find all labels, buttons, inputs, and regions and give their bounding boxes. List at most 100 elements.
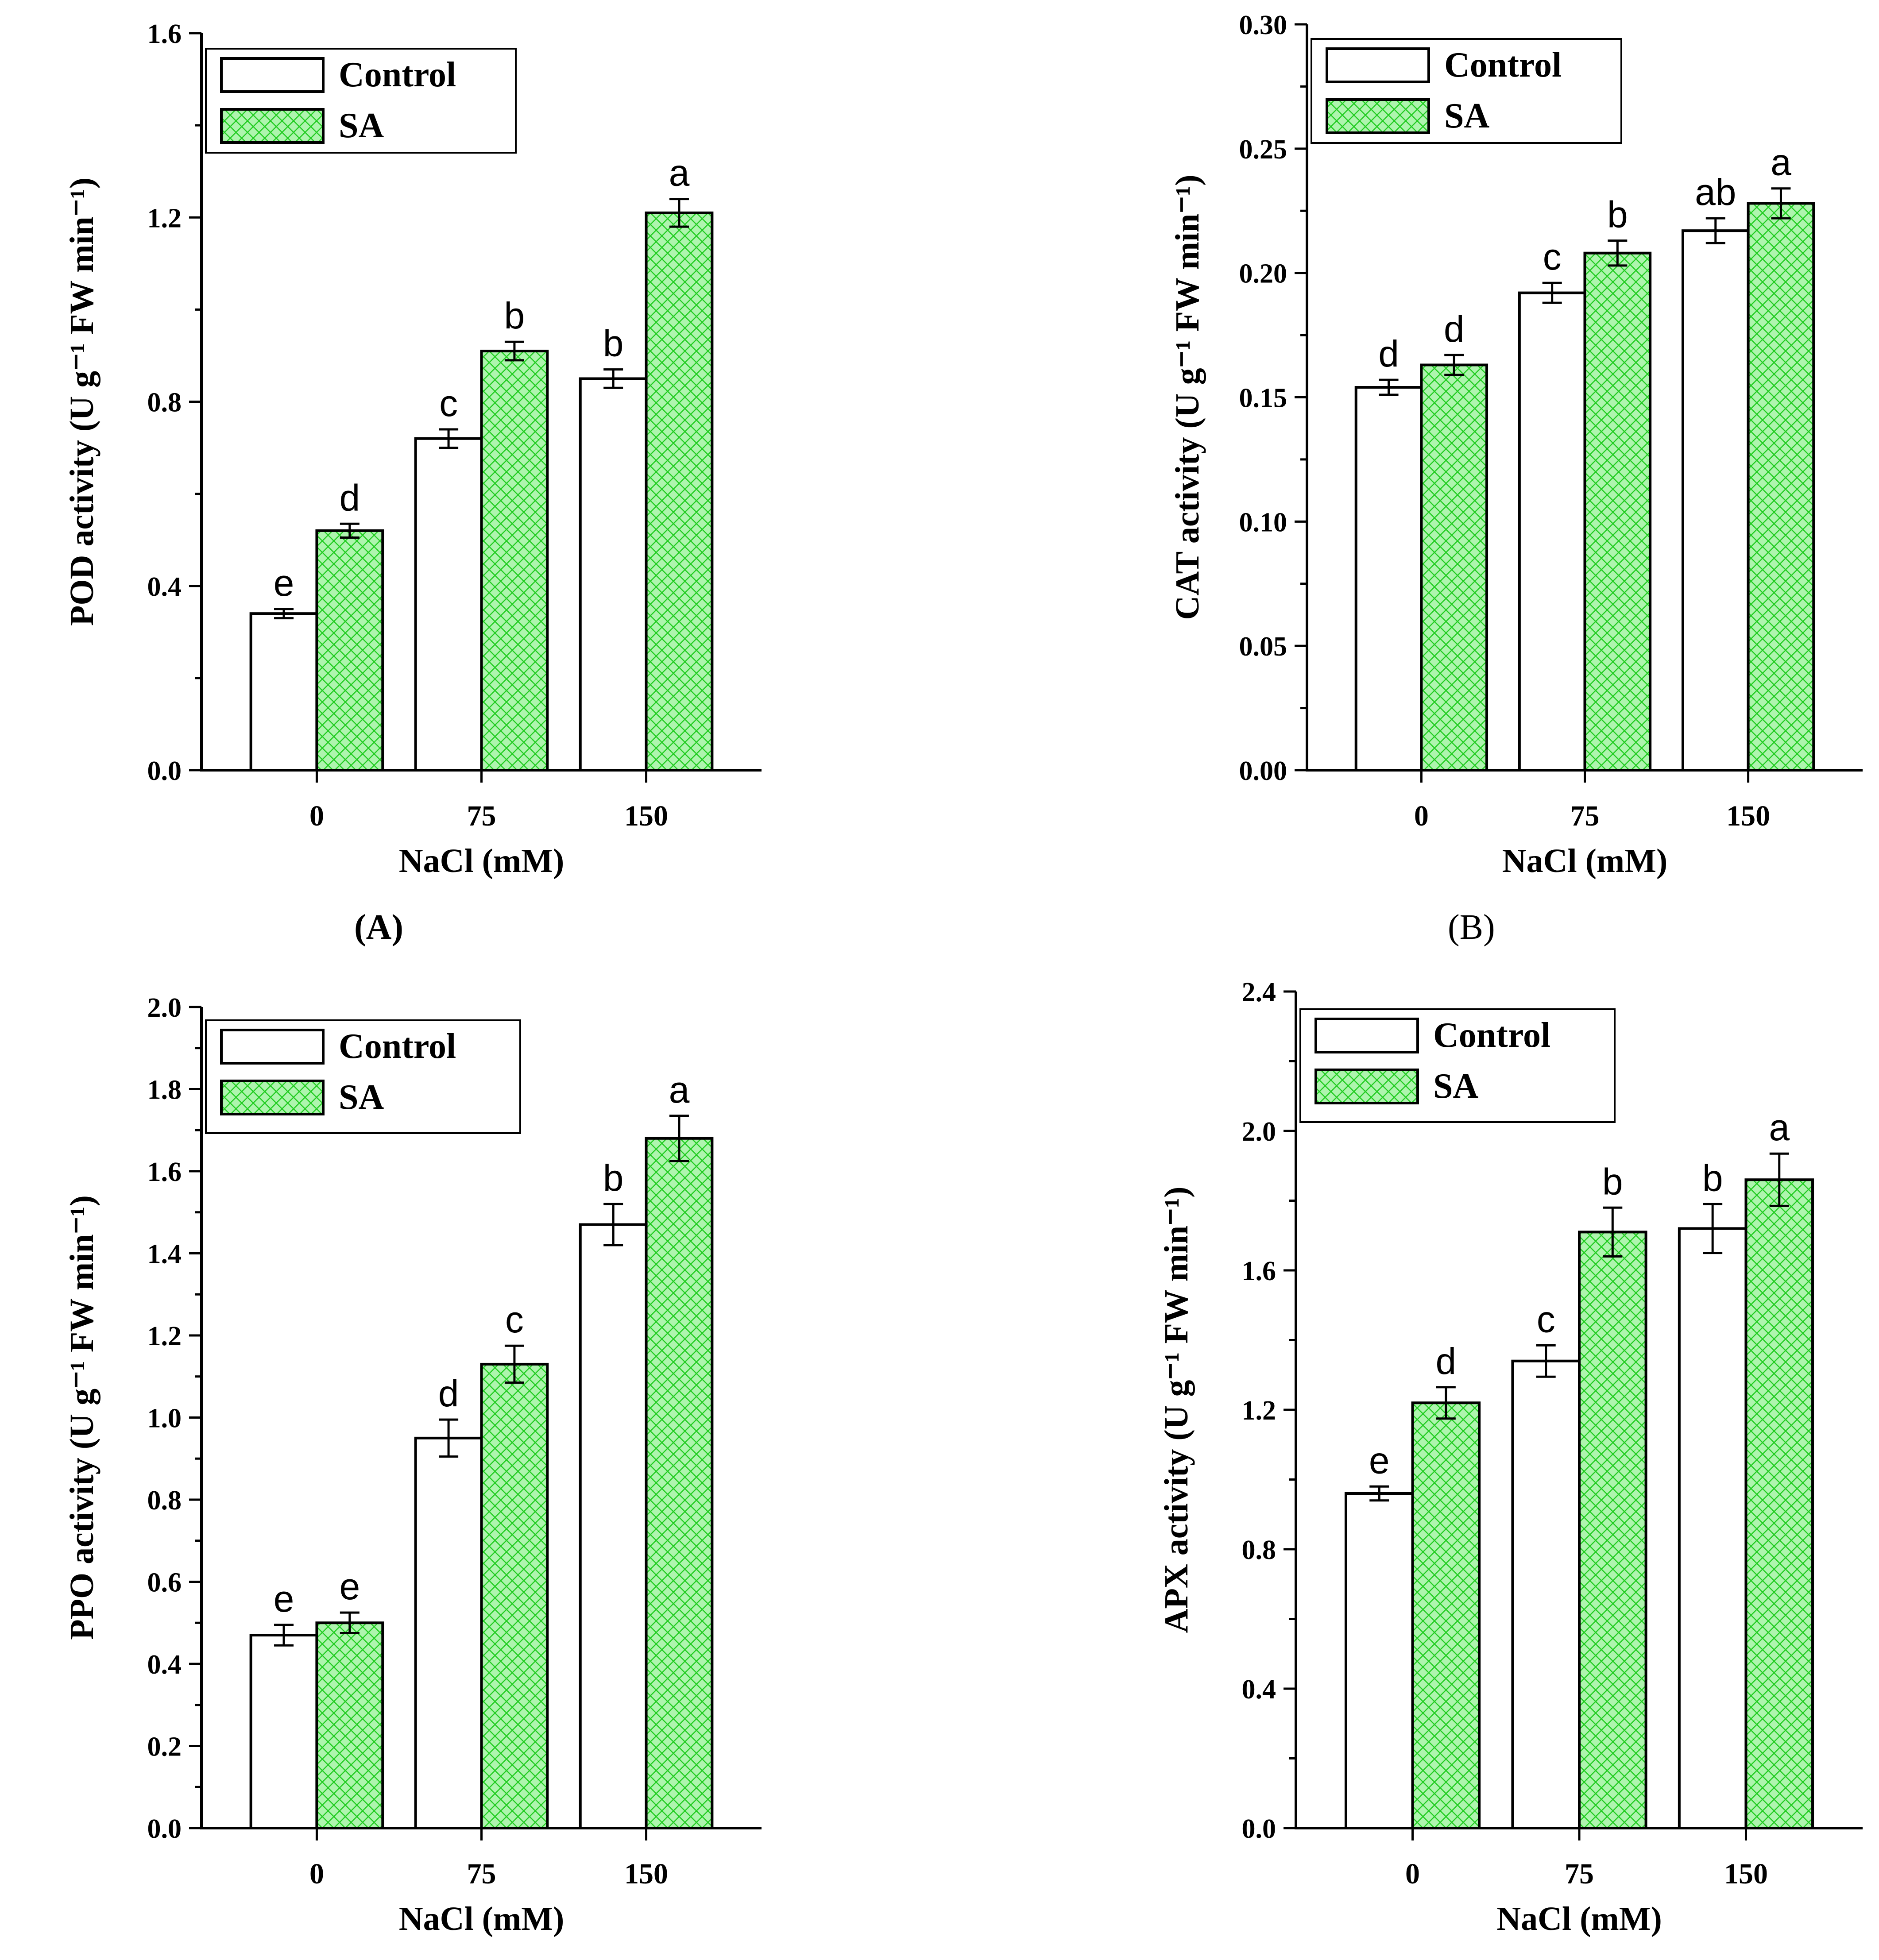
- bar-control: [1354, 386, 1423, 772]
- y-axis-title: CAT activity (U g⁻¹ FW min⁻¹): [1169, 174, 1206, 620]
- legend-label-sa: SA: [339, 106, 384, 145]
- significance-letter: b: [603, 323, 624, 364]
- chart-svg-d: 0.0 0.4 0.8 1.2 1.6 2.0 2.4 0 e d 75 c b 150 b a NaCl (m…: [1158, 977, 1863, 1937]
- bar-sa: [1744, 1178, 1814, 1829]
- significance-letter: a: [1771, 142, 1791, 183]
- y-tick-label: 1.6: [1242, 1256, 1276, 1286]
- bar-control: [249, 1634, 318, 1829]
- significance-letter: a: [669, 1069, 690, 1111]
- x-tick-label: 0: [309, 800, 324, 832]
- bar-sa: [1578, 1231, 1647, 1829]
- x-tick-label: 75: [467, 800, 496, 832]
- bar-control: [1344, 1492, 1414, 1829]
- significance-letter: d: [339, 477, 360, 518]
- significance-letter: b: [603, 1157, 624, 1199]
- y-tick-label: 0.4: [147, 1650, 182, 1680]
- significance-letter: d: [1444, 308, 1465, 350]
- y-tick-label: 0.4: [1242, 1674, 1276, 1705]
- y-tick-label: 1.2: [147, 203, 182, 233]
- y-tick-label: 0.25: [1239, 135, 1287, 165]
- x-axis-title: NaCl (mM): [1496, 1900, 1662, 1937]
- significance-letter: b: [1602, 1161, 1623, 1202]
- y-tick-label: 2.0: [1242, 1117, 1276, 1147]
- x-tick-label: 0: [1414, 800, 1429, 832]
- error-bar: [504, 340, 524, 362]
- legend: Control SA: [205, 1019, 521, 1134]
- error-bar: [669, 198, 689, 228]
- significance-letter: c: [505, 1299, 524, 1340]
- bar-sa: [645, 211, 714, 772]
- bar-control: [414, 437, 483, 772]
- significance-letter: c: [1537, 1298, 1555, 1340]
- bar-control: [1518, 291, 1586, 772]
- legend-label-control: Control: [1433, 1016, 1550, 1055]
- y-tick-label: 0.20: [1239, 259, 1287, 289]
- error-bar: [1542, 282, 1562, 304]
- y-tick-label: 1.6: [147, 19, 182, 49]
- bar-sa: [1583, 251, 1652, 772]
- y-tick-label: 0.0: [1242, 1814, 1276, 1844]
- legend-swatch-control: [220, 57, 325, 93]
- legend-swatch-sa: [1315, 1069, 1419, 1104]
- bar-sa: [315, 1621, 384, 1829]
- chart-panel-d: 0.0 0.4 0.8 1.2 1.6 2.0 2.4 0 e d 75 c b 150 b a NaCl (m…: [940, 965, 1879, 1956]
- legend-swatch-control: [220, 1029, 325, 1065]
- significance-letter: e: [339, 1566, 360, 1607]
- chart-svg-c: 0.0 0.2 0.4 0.6 0.8 1.0 1.2 1.4 1.6 1.8 2.0 0 e e 75 d c…: [63, 993, 762, 1937]
- significance-letter: b: [1702, 1157, 1723, 1199]
- y-tick-label: 0.8: [147, 1485, 182, 1516]
- error-bar: [603, 368, 623, 389]
- bar-control: [1678, 1227, 1748, 1829]
- y-axis-title: APX activity (U g⁻¹ FW min⁻¹): [1158, 1187, 1195, 1633]
- y-tick-label: 0.0: [147, 756, 182, 786]
- y-tick-label: 0.2: [147, 1732, 182, 1762]
- error-bar: [1444, 354, 1464, 376]
- significance-letter: ab: [1695, 171, 1736, 213]
- error-bar: [504, 1344, 524, 1384]
- x-tick-label: 0: [1405, 1858, 1420, 1890]
- y-tick-label: 0.0: [147, 1814, 182, 1844]
- x-axis-title: NaCl (mM): [399, 842, 564, 880]
- legend-label-control: Control: [1444, 46, 1562, 85]
- legend-swatch-sa: [220, 1080, 325, 1115]
- chart-panel-b: 0.00 0.05 0.10 0.15 0.20 0.25 0.30 0 d d 75 c b 150 ab…: [940, 0, 1879, 885]
- y-tick-label: 1.8: [147, 1075, 182, 1105]
- legend-label-sa: SA: [339, 1078, 384, 1117]
- error-bar: [274, 1624, 294, 1647]
- bar-control: [249, 612, 318, 772]
- bar-sa: [480, 350, 549, 772]
- legend-label-sa: SA: [1444, 96, 1489, 135]
- y-tick-label: 1.2: [1242, 1396, 1276, 1426]
- error-bar: [340, 522, 360, 539]
- x-tick-label: 150: [624, 800, 668, 832]
- significance-letter: e: [274, 562, 294, 604]
- x-tick-label: 75: [1570, 800, 1600, 832]
- significance-letter: e: [1369, 1439, 1390, 1481]
- significance-letter: c: [439, 382, 458, 424]
- legend: Control SA: [1299, 1008, 1616, 1123]
- y-tick-label: 0.05: [1239, 632, 1287, 662]
- y-tick-label: 1.2: [147, 1321, 182, 1351]
- error-bar: [603, 1203, 623, 1246]
- significance-letter: d: [438, 1373, 459, 1414]
- error-bar: [340, 1611, 360, 1634]
- bar-sa: [645, 1137, 714, 1829]
- legend-swatch-control: [1326, 47, 1430, 83]
- error-bar: [1603, 1206, 1623, 1258]
- x-tick-label: 150: [1726, 800, 1770, 832]
- bar-control: [579, 1223, 648, 1830]
- x-tick-label: 0: [309, 1858, 324, 1890]
- x-axis-title: NaCl (mM): [399, 1900, 564, 1937]
- y-tick-label: 2.4: [1242, 977, 1276, 1007]
- significance-letter: d: [1378, 333, 1399, 374]
- significance-letter: c: [1543, 236, 1562, 278]
- error-bar: [1769, 1152, 1789, 1207]
- bar-sa: [480, 1362, 549, 1829]
- bar-sa: [1411, 1401, 1481, 1829]
- significance-letter: b: [1607, 194, 1628, 235]
- y-tick-label: 1.6: [147, 1157, 182, 1187]
- chart-svg-b: 0.00 0.05 0.10 0.15 0.20 0.25 0.30 0 d d 75 c b 150 ab…: [1169, 10, 1863, 880]
- significance-letter: e: [274, 1578, 294, 1620]
- error-bar: [669, 1115, 689, 1162]
- x-tick-label: 150: [624, 1858, 668, 1890]
